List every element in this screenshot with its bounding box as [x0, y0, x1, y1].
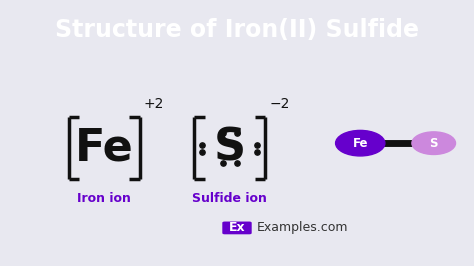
- Text: −2: −2: [269, 97, 290, 111]
- Text: Iron ion: Iron ion: [77, 192, 131, 205]
- Text: Fe: Fe: [353, 137, 368, 150]
- Text: Sulfide ion: Sulfide ion: [192, 192, 267, 205]
- Text: Ex: Ex: [228, 221, 246, 234]
- Text: S: S: [214, 127, 246, 170]
- Circle shape: [412, 132, 456, 155]
- Circle shape: [336, 130, 385, 156]
- Text: S: S: [429, 137, 438, 150]
- Text: +2: +2: [144, 97, 164, 111]
- Text: Structure of Iron(II) Sulfide: Structure of Iron(II) Sulfide: [55, 18, 419, 42]
- FancyBboxPatch shape: [222, 222, 252, 234]
- Text: Examples.com: Examples.com: [257, 221, 348, 234]
- Text: Fe: Fe: [75, 127, 134, 170]
